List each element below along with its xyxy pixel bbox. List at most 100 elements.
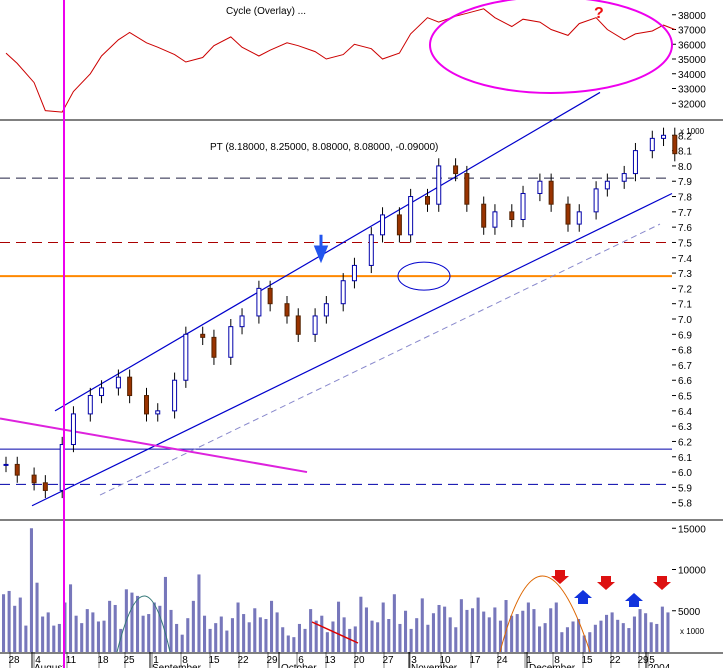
volume-bar — [638, 609, 642, 652]
volume-bar — [136, 595, 140, 652]
price-annotation: PT (8.18000, 8.25000, 8.08000, 8.08000, … — [210, 142, 438, 153]
volume-bar — [96, 621, 100, 652]
volume-bar — [331, 621, 335, 652]
volume-bar — [230, 618, 234, 652]
volume-bar — [538, 626, 542, 652]
volume-bar — [482, 611, 486, 652]
x-day-label: 22 — [609, 655, 621, 666]
indicator-tick-label: 35000 — [678, 55, 706, 66]
candle-body — [576, 211, 582, 225]
candle-body — [14, 463, 20, 476]
price-tick-label: 7.6 — [678, 223, 692, 234]
volume-bar — [292, 637, 296, 652]
volume-bar — [655, 623, 659, 652]
volume-bar — [353, 626, 357, 652]
indicator-tick-label: 33000 — [678, 85, 706, 96]
volume-bar — [588, 632, 592, 652]
volume-bar — [158, 605, 162, 652]
candle-body — [520, 192, 526, 221]
volume-bar — [225, 630, 229, 652]
volume-bar — [203, 615, 207, 652]
volume-bar — [605, 614, 609, 652]
volume-bar — [253, 608, 257, 652]
volume-bar — [381, 602, 385, 652]
indicator-title: Cycle (Overlay) ... — [226, 6, 306, 17]
volume-bar — [387, 619, 391, 652]
volume-bar — [582, 635, 586, 652]
volume-tick-label: 5000 — [678, 607, 701, 618]
price-tick-label: 6.8 — [678, 346, 692, 357]
volume-bar — [7, 590, 11, 652]
x-month-label: December — [529, 663, 576, 668]
volume-bar — [437, 604, 441, 652]
volume-bar — [236, 602, 240, 652]
volume-bar — [141, 615, 145, 652]
volume-panel: 5000 10000 15000 x 1000 — [0, 524, 723, 654]
price-tick-label: 7.3 — [678, 269, 692, 280]
volume-bar — [599, 620, 603, 652]
candle-body — [481, 203, 487, 228]
price-tick-label: 6.1 — [678, 453, 692, 464]
x-day-label: 17 — [469, 655, 481, 666]
candle-body — [380, 214, 386, 236]
x-day-label: 29 — [637, 655, 649, 666]
volume-bar — [186, 618, 190, 652]
volume-bar — [392, 594, 396, 652]
price-tick-label: 8.2 — [678, 131, 692, 142]
consolidation-ellipse — [397, 261, 451, 291]
candle-body — [87, 395, 93, 415]
volume-bar — [119, 628, 123, 652]
volume-bar — [616, 619, 620, 652]
candle-body — [239, 315, 245, 328]
price-tick-label: 7.5 — [678, 238, 692, 249]
volume-bar — [577, 619, 581, 652]
volume-bar — [337, 601, 341, 652]
magenta-highlight-ellipse — [429, 0, 673, 94]
price-tick-label: 6.0 — [678, 468, 692, 479]
volume-bar — [197, 574, 201, 652]
question-mark: ? — [594, 5, 604, 22]
candle-body — [621, 173, 627, 182]
volume-bar — [29, 528, 33, 652]
volume-bar — [152, 602, 156, 652]
volume-bar — [426, 624, 430, 652]
volume-bar — [342, 617, 346, 652]
volume-bar — [504, 600, 508, 652]
volume-bar — [448, 617, 452, 652]
volume-bar — [549, 608, 553, 652]
x-day-label: 27 — [382, 655, 394, 666]
volume-bar — [487, 617, 491, 652]
volume-bar — [258, 617, 262, 652]
volume-bar — [660, 606, 664, 652]
price-tick-label: 6.4 — [678, 407, 692, 418]
candle-body — [267, 287, 273, 305]
volume-bar — [208, 628, 212, 652]
x-day-label: 10 — [439, 655, 451, 666]
x-day-label: 4 — [35, 655, 41, 666]
volume-bar — [286, 635, 290, 652]
volume-bar — [91, 612, 95, 652]
candle-body — [464, 173, 470, 205]
volume-bar — [443, 606, 447, 652]
volume-bar — [2, 594, 6, 652]
x-day-label: 5 — [649, 655, 655, 666]
volume-bar — [376, 622, 380, 652]
indicator-tick-label: 32000 — [678, 99, 706, 110]
price-tick-label: 7.7 — [678, 208, 692, 219]
volume-bar — [74, 615, 78, 652]
candle-body — [200, 333, 206, 338]
volume-bar — [571, 621, 575, 652]
volume-bar — [543, 623, 547, 652]
arrow-up-blue — [574, 590, 592, 604]
volume-bar — [359, 596, 363, 652]
x-month-label: 2004 — [648, 663, 671, 668]
candle-body — [492, 211, 498, 228]
volume-bar — [320, 615, 324, 652]
volume-bar — [297, 623, 301, 652]
candle-body — [127, 376, 133, 397]
volume-bar — [270, 600, 274, 652]
price-tick-label: 6.3 — [678, 422, 692, 433]
volume-bar — [560, 632, 564, 652]
